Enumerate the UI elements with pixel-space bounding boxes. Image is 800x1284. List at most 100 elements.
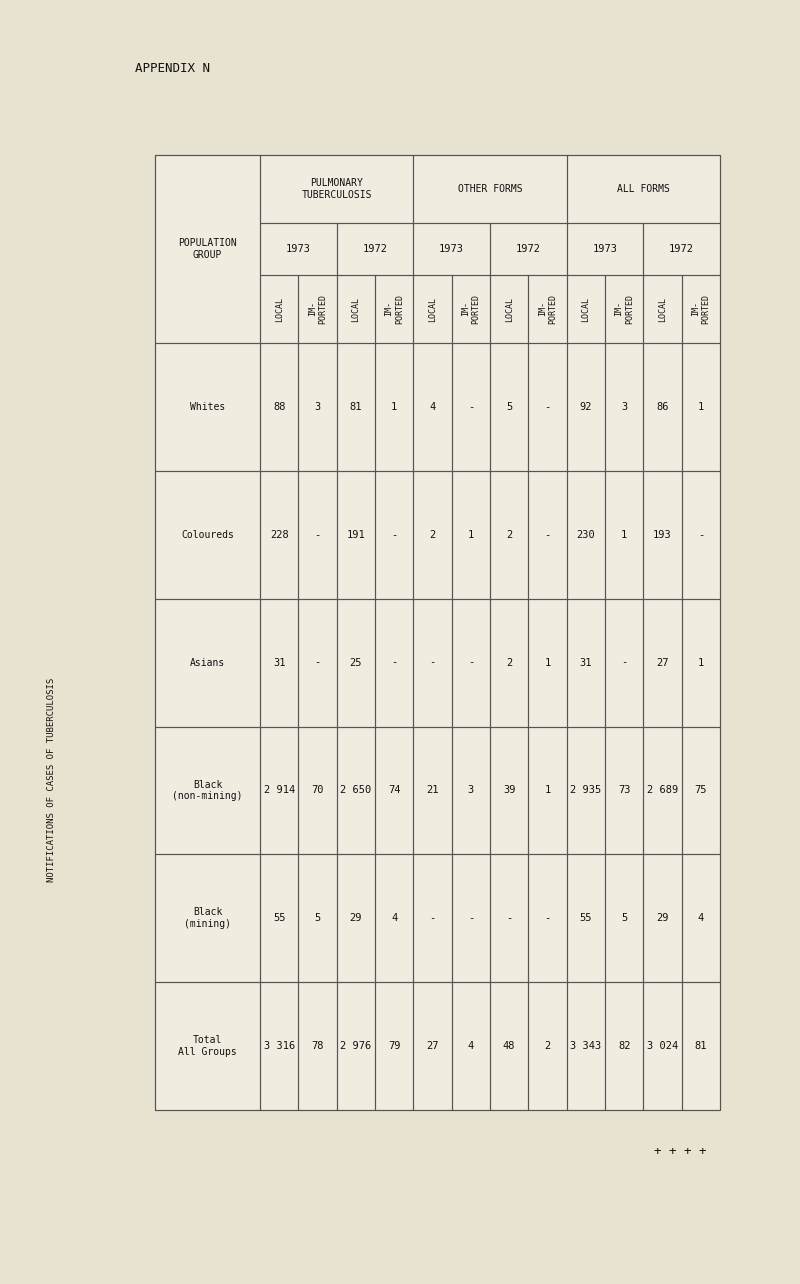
Text: -: - bbox=[468, 657, 474, 668]
Text: 1973: 1973 bbox=[439, 244, 464, 254]
Text: Black
(non-mining): Black (non-mining) bbox=[172, 779, 242, 801]
Bar bbox=[414, 155, 566, 223]
Bar bbox=[375, 275, 414, 343]
Bar bbox=[155, 598, 260, 727]
Bar bbox=[643, 598, 682, 727]
Bar bbox=[260, 982, 298, 1109]
Bar bbox=[337, 854, 375, 982]
Text: LOCAL: LOCAL bbox=[658, 297, 667, 321]
Bar bbox=[375, 854, 414, 982]
Bar bbox=[414, 343, 452, 471]
Bar bbox=[298, 275, 337, 343]
Text: OTHER FORMS: OTHER FORMS bbox=[458, 184, 522, 194]
Text: 2 689: 2 689 bbox=[647, 786, 678, 795]
Text: 5: 5 bbox=[621, 913, 627, 923]
Text: -: - bbox=[698, 530, 704, 539]
Text: IM-
PORTED: IM- PORTED bbox=[461, 294, 481, 324]
Bar bbox=[566, 854, 605, 982]
Text: Whites: Whites bbox=[190, 402, 225, 412]
Text: 1: 1 bbox=[621, 530, 627, 539]
Bar bbox=[566, 471, 605, 598]
Text: 81: 81 bbox=[350, 402, 362, 412]
Bar bbox=[605, 343, 643, 471]
Bar bbox=[643, 727, 682, 854]
Bar bbox=[414, 727, 452, 854]
Bar bbox=[643, 223, 720, 275]
Text: 3: 3 bbox=[621, 402, 627, 412]
Bar bbox=[260, 155, 414, 223]
Text: 39: 39 bbox=[503, 786, 515, 795]
Text: 55: 55 bbox=[579, 913, 592, 923]
Bar bbox=[260, 727, 298, 854]
Bar bbox=[528, 275, 566, 343]
Text: 3 343: 3 343 bbox=[570, 1041, 602, 1052]
Text: 4: 4 bbox=[430, 402, 436, 412]
Bar bbox=[155, 727, 260, 854]
Text: 1: 1 bbox=[544, 657, 550, 668]
Bar bbox=[490, 598, 528, 727]
Bar bbox=[414, 223, 490, 275]
Text: 74: 74 bbox=[388, 786, 401, 795]
Text: NOTIFICATIONS OF CASES OF TUBERCULOSIS: NOTIFICATIONS OF CASES OF TUBERCULOSIS bbox=[47, 678, 57, 882]
Bar bbox=[528, 598, 566, 727]
Text: LOCAL: LOCAL bbox=[505, 297, 514, 321]
Bar bbox=[298, 343, 337, 471]
Text: -: - bbox=[544, 913, 550, 923]
Text: 78: 78 bbox=[311, 1041, 324, 1052]
Text: 2 976: 2 976 bbox=[340, 1041, 371, 1052]
Bar bbox=[605, 471, 643, 598]
Bar bbox=[566, 223, 643, 275]
Bar bbox=[682, 982, 720, 1109]
Text: 1972: 1972 bbox=[516, 244, 541, 254]
Text: 3: 3 bbox=[314, 402, 321, 412]
Bar bbox=[682, 727, 720, 854]
Text: Black
(mining): Black (mining) bbox=[184, 908, 231, 930]
Bar bbox=[337, 598, 375, 727]
Text: 92: 92 bbox=[579, 402, 592, 412]
Bar bbox=[490, 343, 528, 471]
Bar bbox=[155, 471, 260, 598]
Bar bbox=[528, 343, 566, 471]
Bar bbox=[566, 982, 605, 1109]
Text: 2 914: 2 914 bbox=[263, 786, 294, 795]
Text: 3 024: 3 024 bbox=[647, 1041, 678, 1052]
Text: -: - bbox=[544, 530, 550, 539]
Bar bbox=[337, 275, 375, 343]
Text: 81: 81 bbox=[694, 1041, 707, 1052]
Bar bbox=[682, 598, 720, 727]
Text: 2: 2 bbox=[544, 1041, 550, 1052]
Text: -: - bbox=[468, 913, 474, 923]
Text: POPULATION
GROUP: POPULATION GROUP bbox=[178, 239, 237, 259]
Text: 193: 193 bbox=[653, 530, 672, 539]
Bar bbox=[452, 854, 490, 982]
Text: LOCAL: LOCAL bbox=[274, 297, 284, 321]
Text: 4: 4 bbox=[698, 913, 704, 923]
Bar bbox=[490, 471, 528, 598]
Bar bbox=[643, 343, 682, 471]
Text: 1972: 1972 bbox=[362, 244, 387, 254]
Text: IM-
PORTED: IM- PORTED bbox=[538, 294, 557, 324]
Bar bbox=[452, 982, 490, 1109]
Bar bbox=[375, 598, 414, 727]
Text: 70: 70 bbox=[311, 786, 324, 795]
Bar bbox=[452, 343, 490, 471]
Bar bbox=[605, 854, 643, 982]
Text: IM-
PORTED: IM- PORTED bbox=[385, 294, 404, 324]
Bar bbox=[528, 854, 566, 982]
Bar bbox=[452, 275, 490, 343]
Bar bbox=[337, 982, 375, 1109]
Bar bbox=[260, 223, 337, 275]
Text: -: - bbox=[430, 657, 436, 668]
Text: 1: 1 bbox=[468, 530, 474, 539]
Bar bbox=[528, 471, 566, 598]
Bar bbox=[155, 155, 720, 1109]
Text: -: - bbox=[544, 402, 550, 412]
Text: 29: 29 bbox=[350, 913, 362, 923]
Bar bbox=[260, 343, 298, 471]
Bar bbox=[528, 982, 566, 1109]
Bar bbox=[528, 727, 566, 854]
Bar bbox=[643, 275, 682, 343]
Text: 21: 21 bbox=[426, 786, 438, 795]
Text: LOCAL: LOCAL bbox=[351, 297, 360, 321]
Text: 1: 1 bbox=[698, 402, 704, 412]
